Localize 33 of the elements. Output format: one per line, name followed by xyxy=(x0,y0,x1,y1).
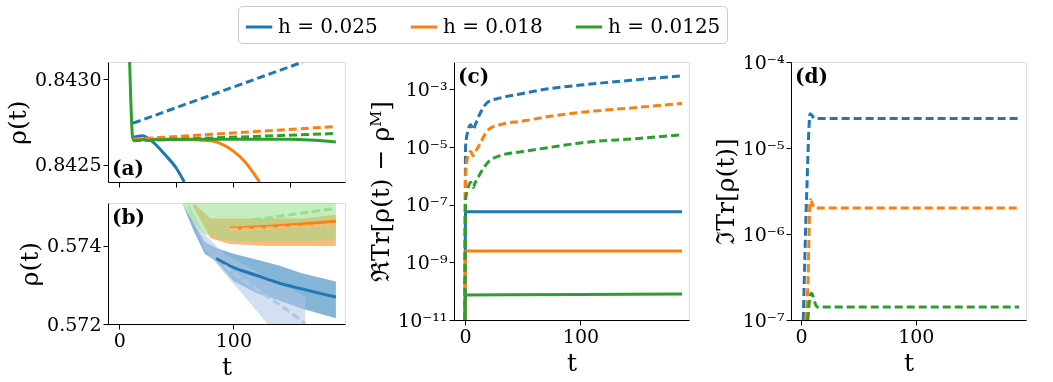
y-axis-title: ℑTr[ρ(t)] xyxy=(710,138,740,245)
x-tick-label: 100 xyxy=(215,328,252,351)
y-axis-title: ℜTr[ρ(t) − ρᴹ] xyxy=(366,100,396,283)
x-axis-title: t xyxy=(221,351,233,381)
x-axis-title: t xyxy=(903,347,915,377)
y-tick-label: 0.574 xyxy=(47,234,102,257)
x-tick-label: 0 xyxy=(795,324,808,347)
y-tick-label: 10⁻⁶ xyxy=(742,222,785,245)
y-axis-title: ρ(t) xyxy=(3,100,33,145)
y-tick-label: 10⁻³ xyxy=(405,77,448,100)
y-tick-label: 10⁻⁵ xyxy=(742,136,785,159)
y-tick-label: 10⁻⁹ xyxy=(405,250,448,273)
y-tick-label: 10⁻⁴ xyxy=(742,50,785,73)
y-tick-label: 10⁻¹¹ xyxy=(398,308,448,331)
annotation: (c) xyxy=(458,64,490,88)
y-tick-label: 0.8425 xyxy=(35,153,102,176)
x-tick-label: 100 xyxy=(898,324,935,347)
x-tick-label: 0 xyxy=(113,328,126,351)
legend-label: h = 0.025 xyxy=(278,14,378,38)
legend-label: h = 0.018 xyxy=(443,14,543,38)
x-tick-label: 0 xyxy=(459,324,472,347)
annotation: (b) xyxy=(112,205,145,229)
x-tick-label: 100 xyxy=(562,324,600,347)
y-tick-label: 0.8430 xyxy=(35,67,102,90)
y-tick-label: 0.572 xyxy=(47,312,102,335)
annotation: (d) xyxy=(795,64,828,88)
annotation: (a) xyxy=(112,156,144,180)
y-tick-label: 10⁻⁷ xyxy=(405,193,448,216)
y-axis-title: ρ(t) xyxy=(15,241,45,287)
y-tick-label: 10⁻⁷ xyxy=(742,308,785,331)
legend-label: h = 0.0125 xyxy=(608,14,721,38)
y-tick-label: 10⁻⁵ xyxy=(405,135,448,158)
x-axis-title: t xyxy=(566,347,578,377)
